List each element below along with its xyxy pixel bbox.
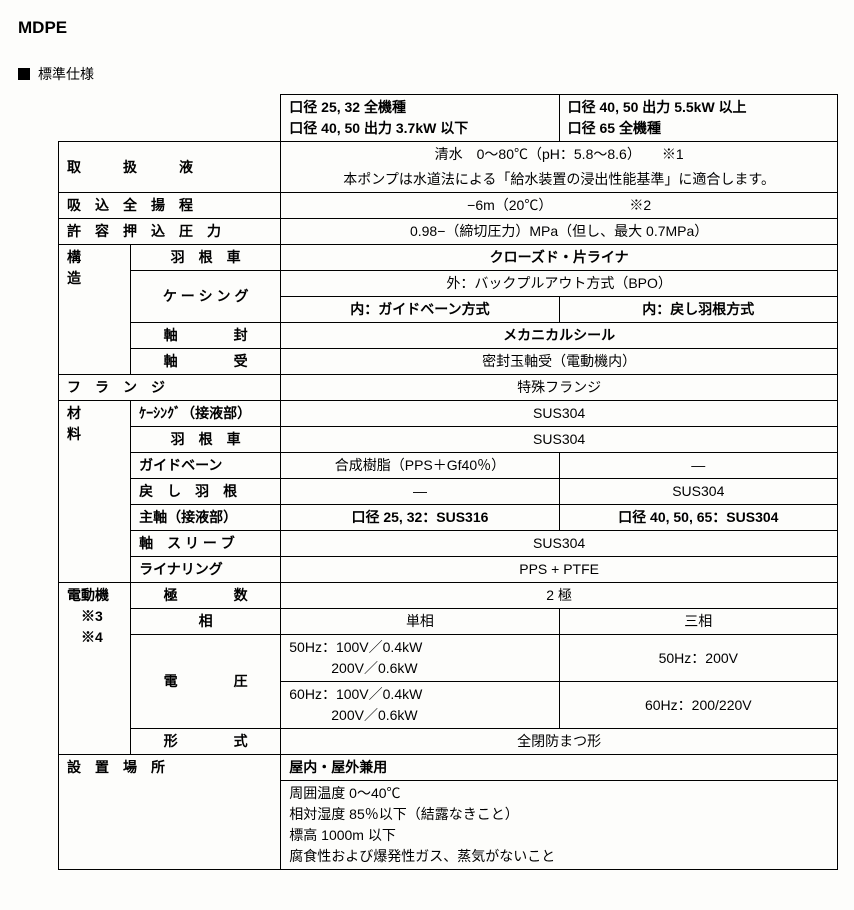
shaft-right: 口径 40, 50, 65：SUS304 <box>559 505 837 531</box>
label-casing-wet: ｹｰｼﾝｸﾞ（接液部） <box>131 401 281 427</box>
label-shaft: 主軸（接液部） <box>131 505 281 531</box>
shaft-left: 口径 25, 32：SUS316 <box>281 505 559 531</box>
liquid-line2: 本ポンプは水道法による「給水装置の浸出性能基準」に適合します。 <box>281 167 838 193</box>
label-impeller: 羽 根 車 <box>131 245 281 271</box>
casing-outer: 外：バックプルアウト方式（BPO） <box>281 271 838 297</box>
spec-table: 口径 25, 32 全機種 口径 40, 50 出力 3.7kW 以下 口径 4… <box>58 94 838 870</box>
label-sleeve: 軸 ス リ ー ブ <box>131 531 281 557</box>
label-material: 材 料 <box>59 401 131 583</box>
label-seal: 軸 封 <box>131 323 281 349</box>
sleeve: SUS304 <box>281 531 838 557</box>
v50-right: 50Hz：200V <box>559 635 837 682</box>
page-title: MDPE <box>18 18 836 38</box>
phase-right: 三相 <box>559 609 837 635</box>
poles: 2 極 <box>281 583 838 609</box>
label-motor: 電動機 ※3 ※4 <box>59 583 131 755</box>
v60-left: 60Hz：100V／0.4kW 200V／0.6kW <box>281 682 559 729</box>
label-structure: 構 造 <box>59 245 131 375</box>
flange-value: 特殊フランジ <box>281 375 838 401</box>
pressure-value: 0.98−（締切圧力）MPa（但し、最大 0.7MPa） <box>281 219 838 245</box>
return-left: — <box>281 479 559 505</box>
label-return: 戻 し 羽 根 <box>131 479 281 505</box>
label-bearing: 軸 受 <box>131 349 281 375</box>
label-install: 設 置 場 所 <box>59 755 281 870</box>
label-guidevane: ガイドベーン <box>131 453 281 479</box>
bearing-value: 密封玉軸受（電動機内） <box>281 349 838 375</box>
phase-left: 単相 <box>281 609 559 635</box>
label-phase: 相 <box>131 609 281 635</box>
label-mat-impeller: 羽 根 車 <box>131 427 281 453</box>
label-casing: ケ ー シ ン グ <box>131 271 281 323</box>
section-label-text: 標準仕様 <box>38 64 94 84</box>
install-line1: 屋内・屋外兼用 <box>281 755 838 781</box>
label-pressure: 許 容 押 込 圧 力 <box>59 219 281 245</box>
guidevane-right: — <box>559 453 837 479</box>
casing-inner-right: 内：戻し羽根方式 <box>559 297 837 323</box>
casing-wet: SUS304 <box>281 401 838 427</box>
install-lines: 周囲温度 0～40℃ 相対湿度 85％以下（結露なきこと） 標高 1000m 以… <box>281 781 838 870</box>
square-icon <box>18 68 30 80</box>
suction-value: −6m（20℃） ※2 <box>281 193 838 219</box>
label-flange: フ ラ ン ジ <box>59 375 281 401</box>
header-right: 口径 40, 50 出力 5.5kW 以上 口径 65 全機種 <box>559 95 837 142</box>
return-right: SUS304 <box>559 479 837 505</box>
header-left: 口径 25, 32 全機種 口径 40, 50 出力 3.7kW 以下 <box>281 95 559 142</box>
impeller-value: クローズド・片ライナ <box>281 245 838 271</box>
label-suction: 吸 込 全 揚 程 <box>59 193 281 219</box>
mat-impeller: SUS304 <box>281 427 838 453</box>
v50-left: 50Hz：100V／0.4kW 200V／0.6kW <box>281 635 559 682</box>
liquid-line1: 清水 0～80℃（pH：5.8～8.6） ※1 <box>281 142 838 168</box>
label-poles: 極 数 <box>131 583 281 609</box>
seal-value: メカニカルシール <box>281 323 838 349</box>
label-liquid: 取 扱 液 <box>59 142 281 193</box>
guidevane-left: 合成樹脂（PPS＋Gf40％） <box>281 453 559 479</box>
section-header: 標準仕様 <box>18 64 836 84</box>
motor-type: 全閉防まつ形 <box>281 729 838 755</box>
label-lining: ライナリング <box>131 557 281 583</box>
casing-inner-left: 内：ガイドベーン方式 <box>281 297 559 323</box>
lining: PPS + PTFE <box>281 557 838 583</box>
label-voltage: 電 圧 <box>131 635 281 729</box>
label-motor-type: 形 式 <box>131 729 281 755</box>
v60-right: 60Hz：200/220V <box>559 682 837 729</box>
